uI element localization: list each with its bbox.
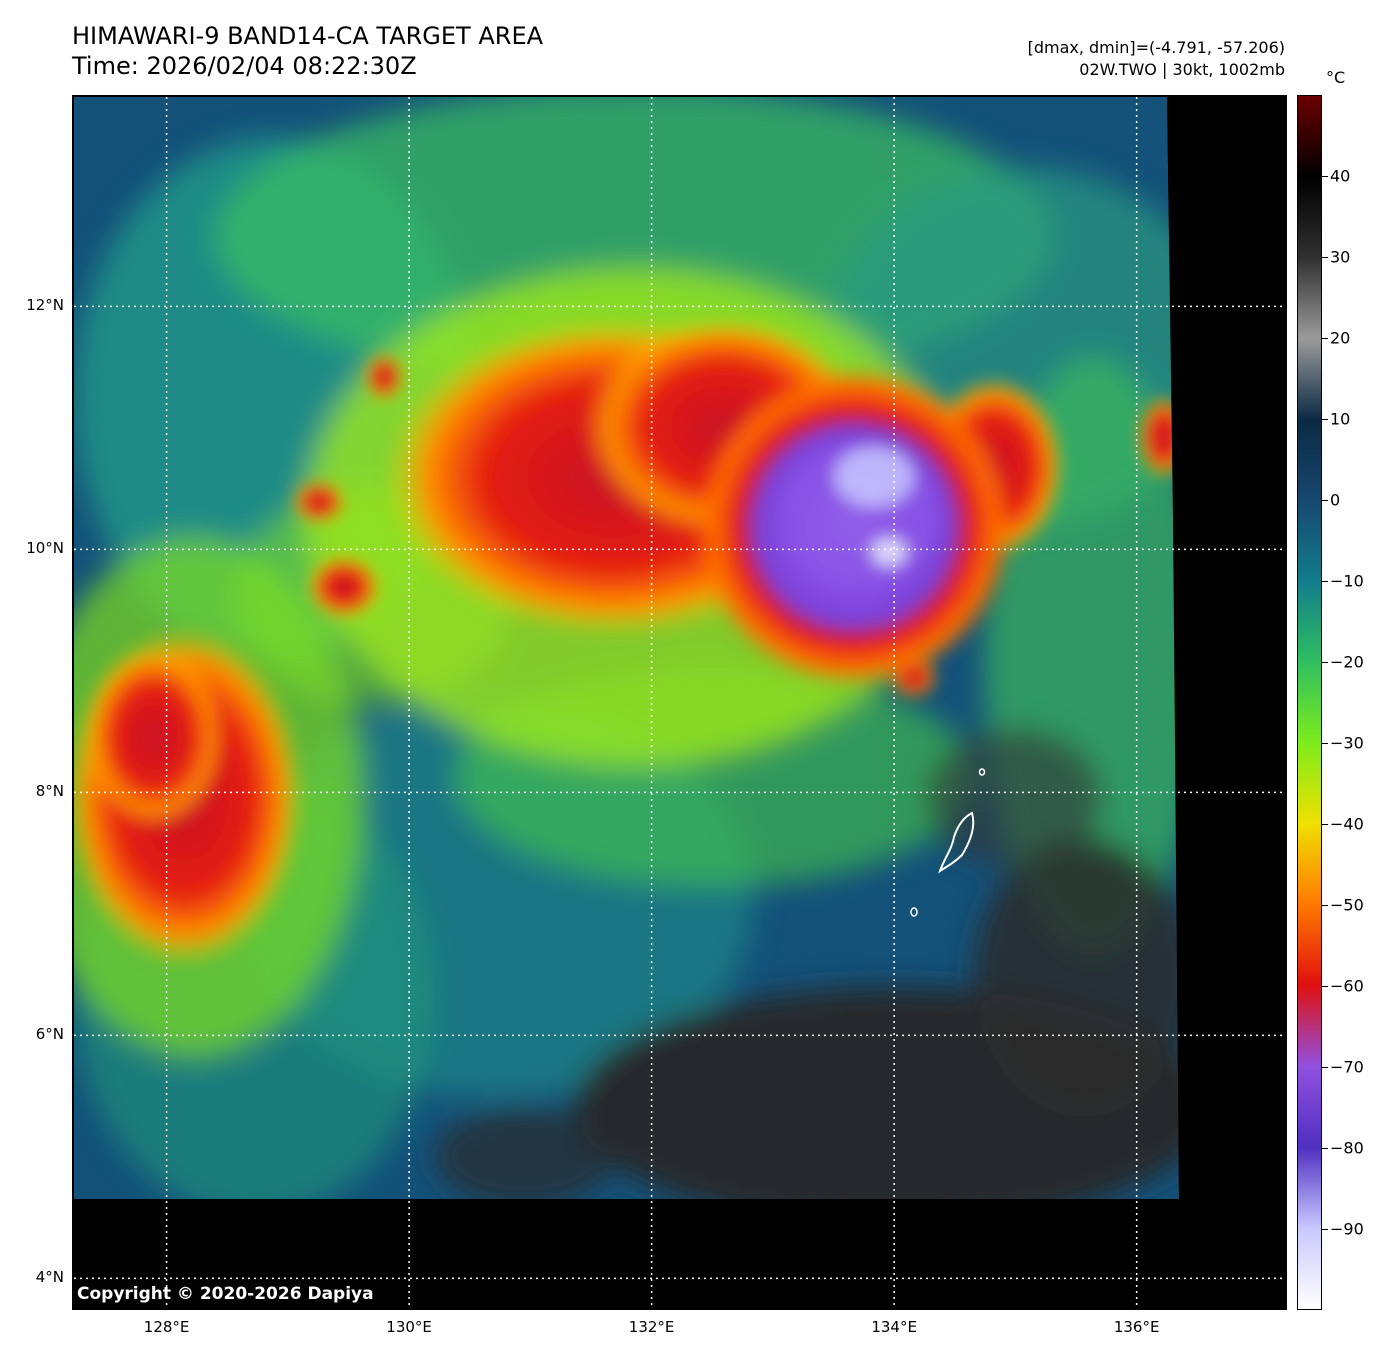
colorbar-tick <box>1322 1067 1328 1068</box>
colorbar-tick-label: −50 <box>1330 895 1364 915</box>
lon-tick-label: 130°E <box>386 1318 432 1336</box>
colorbar-tick-label: 40 <box>1330 166 1351 186</box>
colorbar-tick <box>1322 419 1328 420</box>
colorbar-tick-label: −60 <box>1330 976 1364 996</box>
lon-tick-label: 128°E <box>143 1318 190 1336</box>
colorbar-tick <box>1322 338 1328 339</box>
lon-tick-label: 132°E <box>628 1318 675 1336</box>
colorbar-tick <box>1322 905 1328 906</box>
lat-tick-label: 12°N <box>26 296 64 315</box>
colorbar-tick <box>1322 176 1328 177</box>
colorbar-tick-label: 20 <box>1330 328 1351 348</box>
colorbar-tick-label: −70 <box>1330 1057 1364 1077</box>
colorbar-tick-label: 10 <box>1330 409 1351 429</box>
lat-tick-label: 6°N <box>35 1025 64 1044</box>
colorbar-unit: °C <box>1326 68 1346 87</box>
colorbar-tick <box>1322 1229 1328 1230</box>
island-outline <box>938 811 975 874</box>
colorbar-tick <box>1322 257 1328 258</box>
colorbar-tick-label: −80 <box>1330 1138 1364 1158</box>
lat-tick-label: 4°N <box>35 1268 64 1287</box>
colorbar-tick-label: −10 <box>1330 571 1364 591</box>
colorbar-tick-label: −90 <box>1330 1219 1364 1239</box>
colorbar <box>1297 95 1322 1310</box>
dmax-dmin-text: [dmax, dmin]=(-4.791, -57.206) <box>1027 38 1285 57</box>
colorbar-tick <box>1322 662 1328 663</box>
colorbar-tick <box>1322 500 1328 501</box>
colorbar-tick <box>1322 743 1328 744</box>
figure-time: Time: 2026/02/04 08:22:30Z <box>72 52 417 80</box>
lat-tick-label: 10°N <box>26 539 64 558</box>
colorbar-tick <box>1322 581 1328 582</box>
colorbar-tick-label: −30 <box>1330 733 1364 753</box>
lon-tick-label: 136°E <box>1113 1318 1160 1336</box>
lon-tick-label: 134°E <box>871 1318 917 1336</box>
colorbar-tick <box>1322 986 1328 987</box>
gridlines <box>74 97 1285 1308</box>
lat-tick-label: 8°N <box>35 782 64 801</box>
copyright-text: Copyright © 2020-2026 Dapiya <box>77 1284 374 1304</box>
colorbar-tick-label: 0 <box>1330 490 1341 510</box>
colorbar-tick-label: −20 <box>1330 652 1364 672</box>
colorbar-tick-label: −40 <box>1330 814 1364 834</box>
colorbar-tick <box>1322 824 1328 825</box>
figure-title: HIMAWARI-9 BAND14-CA TARGET AREA <box>72 22 544 50</box>
storm-info-text: 02W.TWO | 30kt, 1002mb <box>1079 60 1285 79</box>
colorbar-tick-label: 30 <box>1330 247 1351 267</box>
satellite-ir-map <box>72 95 1287 1310</box>
colorbar-tick <box>1322 1148 1328 1149</box>
